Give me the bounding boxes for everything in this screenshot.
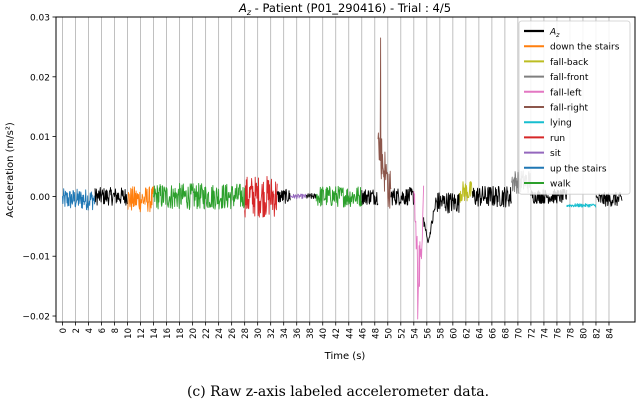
- series-segment: [244, 176, 278, 218]
- x-axis: 0 2 4 6 8 10 12 14 16 18 20 22 24 26 28 30 32 34 36 38 40 42 4…: [59, 322, 615, 339]
- x-tick-label: 46: [358, 328, 368, 339]
- series-segment: [276, 188, 291, 204]
- figure-caption: (c) Raw z-axis labeled accelerometer dat…: [187, 384, 489, 400]
- legend-label: fall-front: [550, 73, 589, 83]
- x-tick-label: 82: [592, 328, 602, 339]
- x-tick-label: 10: [124, 328, 134, 339]
- x-tick-label: 64: [475, 328, 485, 339]
- x-tick-label: 70: [514, 328, 524, 339]
- y-axis-label: Acceleration (m/s²): [5, 122, 16, 218]
- x-tick-label: 42: [332, 328, 342, 339]
- legend-label: sit: [550, 149, 561, 159]
- series-segment: [423, 192, 460, 244]
- x-axis-label: Time (s): [324, 351, 366, 362]
- x-tick-label: 26: [228, 328, 238, 339]
- x-tick-label: 16: [163, 328, 173, 339]
- legend-label: lying: [550, 119, 572, 129]
- series-segment: [361, 189, 379, 206]
- x-tick-label: 52: [397, 328, 407, 339]
- x-tick-label: 50: [384, 328, 394, 339]
- x-tick-label: 20: [189, 328, 199, 339]
- series-segment: [153, 182, 246, 210]
- x-tick-label: 76: [553, 328, 563, 339]
- legend-label: fall-back: [550, 58, 589, 68]
- x-tick-label: 6: [98, 328, 108, 333]
- x-tick-label: 78: [566, 328, 576, 339]
- series-segment: [458, 181, 473, 203]
- y-tick-label: 0.00: [30, 193, 50, 203]
- x-tick-label: 32: [267, 328, 277, 339]
- x-tick-label: 2: [72, 328, 82, 333]
- x-tick-label: 58: [436, 328, 446, 339]
- x-tick-label: 44: [345, 328, 355, 339]
- legend-box: [518, 20, 631, 195]
- y-tick-label: 0.01: [30, 133, 50, 143]
- plot-frame: [55, 16, 636, 323]
- series-segment: [566, 203, 597, 208]
- x-tick-label: 30: [254, 328, 264, 339]
- x-tick-label: 0: [59, 328, 69, 333]
- x-tick-label: 56: [423, 328, 433, 339]
- series-segment: [595, 191, 623, 207]
- x-tick-label: 22: [202, 328, 212, 339]
- x-tick-label: 28: [241, 328, 251, 339]
- legend-label: fall-right: [550, 104, 589, 114]
- legend: Az down the stairs fall-back fall-front fall…: [518, 20, 631, 195]
- x-tick-label: 8: [111, 328, 121, 333]
- y-tick-label: −0.01: [22, 253, 50, 263]
- series-segment: [94, 187, 128, 206]
- legend-label: run: [550, 134, 565, 144]
- series-segment: [413, 185, 425, 320]
- title-var: A: [238, 1, 247, 15]
- x-tick-label: 62: [462, 328, 472, 339]
- legend-label: Az: [549, 28, 560, 40]
- x-tick-label: 36: [293, 328, 303, 339]
- legend-label: down the stairs: [550, 43, 620, 53]
- legend-label: walk: [550, 180, 571, 190]
- title-sub: z: [246, 8, 252, 17]
- x-tick-label: 40: [319, 328, 329, 339]
- x-tick-label: 12: [137, 328, 147, 339]
- title-rest: - Patient (P01_290416) - Trial : 4/5: [251, 1, 451, 15]
- legend-label: up the stairs: [550, 164, 607, 174]
- series-segment: [127, 186, 155, 213]
- y-tick-label: 0.02: [30, 73, 50, 83]
- series-segment: [471, 185, 512, 208]
- series-segment: [390, 187, 415, 206]
- y-axis: −0.02 −0.01 0.00 0.01 0.02 0.03: [22, 14, 56, 323]
- x-tick-label: 80: [579, 328, 589, 339]
- legend-label: fall-left: [550, 88, 582, 98]
- series-segment: [377, 37, 392, 209]
- y-tick-label: −0.02: [22, 313, 50, 323]
- y-tick-label: 0.03: [30, 14, 50, 24]
- x-tick-label: 66: [488, 328, 498, 339]
- x-tick-label: 24: [215, 328, 225, 339]
- x-tick-label: 84: [605, 328, 615, 339]
- vertical-grid: [62, 17, 610, 322]
- x-tick-label: 14: [150, 328, 160, 339]
- series-segment: [62, 188, 96, 211]
- x-tick-label: 38: [306, 328, 316, 339]
- x-tick-label: 68: [501, 328, 511, 339]
- x-tick-label: 48: [371, 328, 381, 339]
- series-segment: [306, 193, 317, 200]
- x-tick-label: 54: [410, 328, 420, 339]
- series-segment: [289, 193, 307, 200]
- x-tick-label: 4: [85, 328, 95, 333]
- x-tick-label: 18: [176, 328, 186, 339]
- x-tick-label: 72: [527, 328, 537, 339]
- x-tick-label: 60: [449, 328, 459, 339]
- series-group: [62, 37, 623, 320]
- x-tick-label: 74: [540, 328, 550, 339]
- x-tick-label: 34: [280, 328, 290, 339]
- series-segment: [315, 185, 363, 208]
- chart-title: Az - Patient (P01_290416) - Trial : 4/5: [238, 1, 451, 17]
